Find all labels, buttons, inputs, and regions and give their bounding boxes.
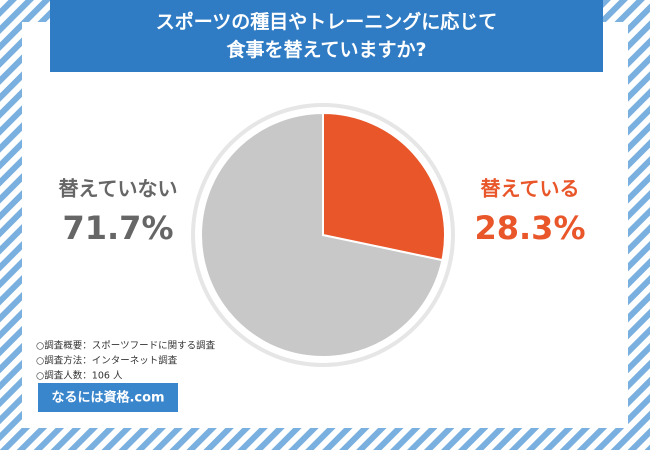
- chart-title: スポーツの種目やトレーニングに応じて 食事を替えていますか?: [50, 0, 603, 72]
- pie-slice: [200, 111, 444, 358]
- source-button[interactable]: [38, 383, 178, 412]
- slice-value-label: 28.3%: [474, 209, 585, 247]
- slice-value-label: 71.7%: [62, 209, 173, 247]
- survey-note: ○調査方法：インターネット調査: [36, 355, 178, 367]
- pie-slice: [322, 111, 446, 262]
- survey-note: ○調査概要：スポーツフードに関する調査: [36, 340, 216, 352]
- slice-category-label: 替えている: [481, 177, 580, 201]
- survey-note: ○調査人数：106 人: [36, 370, 123, 382]
- source-button-label[interactable]: なるには資格.com: [51, 390, 164, 406]
- slice-category-label: 替えていない: [59, 177, 178, 201]
